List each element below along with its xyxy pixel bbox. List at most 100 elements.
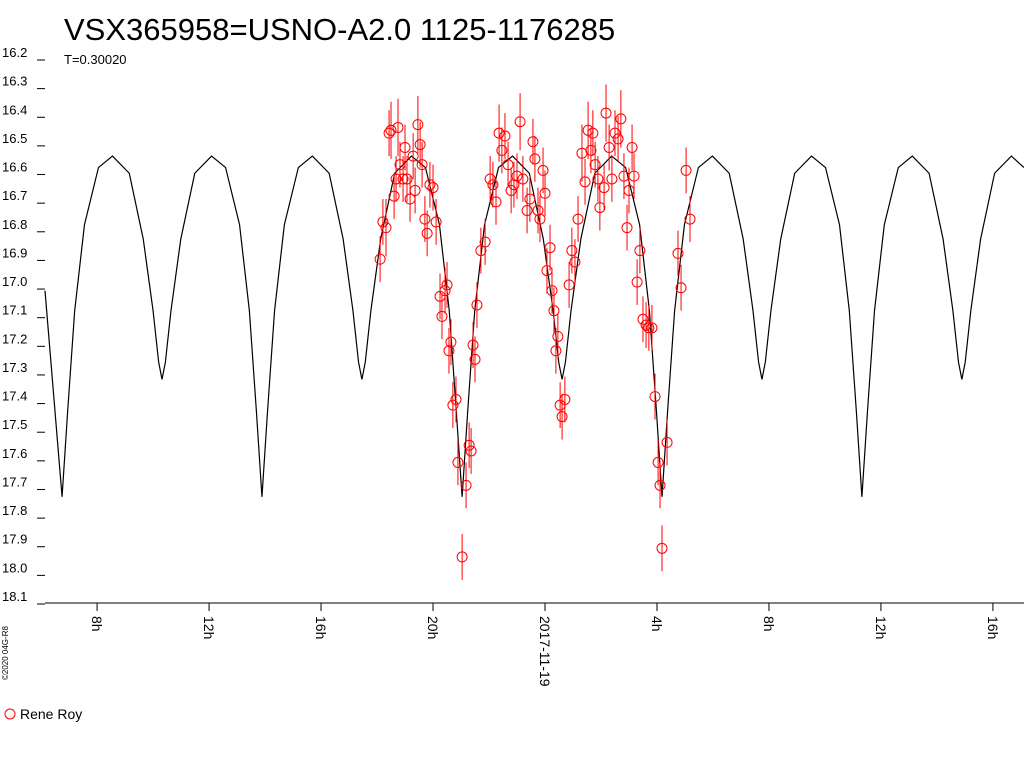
chart-subtitle: T=0.30020	[64, 52, 127, 67]
y-tick-label: 16.9	[2, 245, 27, 260]
observation	[631, 276, 643, 288]
y-tick-label: 17.7	[2, 474, 27, 489]
observation	[465, 445, 477, 457]
observation	[559, 393, 571, 405]
y-tick-label: 16.4	[2, 102, 27, 117]
y-tick-label: 17.6	[2, 446, 27, 461]
y-tick-label: 17.0	[2, 274, 27, 289]
observation	[374, 253, 386, 265]
observation	[654, 479, 666, 491]
observation	[502, 159, 514, 171]
observation	[524, 193, 536, 205]
observation	[493, 127, 505, 139]
observation	[499, 130, 511, 142]
observation	[414, 139, 426, 151]
observation	[626, 141, 638, 153]
observation	[447, 399, 459, 411]
observation	[609, 127, 621, 139]
observation	[452, 456, 464, 468]
observation	[637, 313, 649, 325]
observation	[412, 119, 424, 131]
observation	[441, 279, 453, 291]
observation	[612, 133, 624, 145]
observation	[569, 256, 581, 268]
observation	[656, 542, 668, 554]
y-tick-label: 16.6	[2, 160, 27, 175]
y-tick-label: 16.5	[2, 131, 27, 146]
observation	[479, 236, 491, 248]
observation	[534, 213, 546, 225]
chart-title: VSX365958=USNO-A2.0 1125-1176285	[64, 12, 615, 47]
observation	[643, 322, 655, 334]
observation	[484, 173, 496, 185]
observation	[652, 456, 664, 468]
observation	[397, 173, 409, 185]
observation	[646, 322, 658, 334]
y-tick-label: 17.5	[2, 417, 27, 432]
observation	[487, 179, 499, 191]
observation	[496, 144, 508, 156]
y-tick-label: 16.8	[2, 217, 27, 232]
observation	[467, 339, 479, 351]
x-tick-label: 12h	[201, 616, 217, 639]
observation	[546, 285, 558, 297]
observation	[505, 184, 517, 196]
observation	[409, 184, 421, 196]
observation	[623, 184, 635, 196]
observation	[399, 141, 411, 153]
y-tick-label: 17.8	[2, 503, 27, 518]
observation	[407, 150, 419, 162]
observation	[532, 204, 544, 216]
observation	[684, 213, 696, 225]
observation	[390, 173, 402, 185]
observation	[539, 187, 551, 199]
observation	[460, 479, 472, 491]
y-tick-label: 18.0	[2, 560, 27, 575]
observation	[621, 222, 633, 234]
observation	[394, 159, 406, 171]
x-tick-label: 4h	[649, 616, 665, 632]
observation	[541, 265, 553, 277]
observation	[672, 247, 684, 259]
observation	[579, 176, 591, 188]
observation	[490, 196, 502, 208]
observation	[469, 353, 481, 365]
observation	[537, 164, 549, 176]
observation	[661, 436, 673, 448]
observation	[421, 227, 433, 239]
observation	[416, 159, 428, 171]
y-tick-label: 17.3	[2, 360, 27, 375]
observation	[427, 182, 439, 194]
observation	[680, 164, 692, 176]
observation	[439, 285, 451, 297]
y-tick-label: 17.2	[2, 331, 27, 346]
observation	[548, 305, 560, 317]
observation	[443, 345, 455, 357]
observation	[419, 213, 431, 225]
observation	[550, 345, 562, 357]
observation	[404, 193, 416, 205]
observation	[589, 159, 601, 171]
observation	[514, 116, 526, 128]
y-tick-label: 17.4	[2, 389, 27, 404]
observation	[556, 411, 568, 423]
observation	[552, 330, 564, 342]
observation	[615, 113, 627, 125]
observation	[475, 245, 487, 257]
x-tick-label: 16h	[313, 616, 329, 639]
observation	[445, 336, 457, 348]
x-tick-label: 8h	[761, 616, 777, 632]
observation	[383, 127, 395, 139]
observation	[511, 170, 523, 182]
model-curve	[44, 155, 1024, 497]
x-tick-label: 12h	[873, 616, 889, 639]
observation	[527, 136, 539, 148]
y-tick-label: 18.1	[2, 589, 27, 604]
observation	[603, 141, 615, 153]
observation	[544, 242, 556, 254]
observation	[385, 124, 397, 136]
y-tick-label: 17.1	[2, 303, 27, 318]
observation	[380, 222, 392, 234]
